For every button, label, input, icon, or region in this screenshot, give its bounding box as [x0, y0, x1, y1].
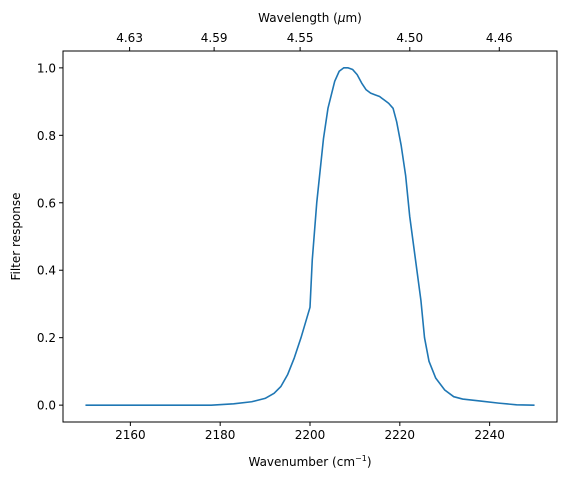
- y-tick-label: 1.0: [37, 61, 56, 75]
- top-tick-label: 4.50: [396, 31, 423, 45]
- axes-frame: [62, 50, 558, 423]
- x-tick-label: 2180: [205, 428, 236, 442]
- y-axis-label: Filter response: [9, 192, 23, 280]
- x-axis-label: Wavenumber (cm−1): [248, 454, 371, 469]
- y-tick-label: 0.0: [37, 399, 56, 413]
- top-tick-label: 4.63: [116, 31, 143, 45]
- x-tick-label: 2160: [115, 428, 146, 442]
- top-tick-label: 4.46: [486, 31, 513, 45]
- x-tick-label: 2200: [295, 428, 326, 442]
- ticks-layer: 2160 2180 2200 2220 2240 0.0 0.2 0.4 0.6 0.8 1.0 4.…: [37, 31, 513, 442]
- x-tick-label: 2220: [385, 428, 416, 442]
- y-tick-label: 0.2: [37, 331, 56, 345]
- top-tick-label: 4.59: [201, 31, 228, 45]
- plot-layer: [85, 67, 535, 406]
- y-tick-label: 0.6: [37, 196, 56, 210]
- top-x-axis-label: Wavelength (μm): [258, 11, 362, 25]
- y-tick-label: 0.4: [37, 264, 56, 278]
- top-tick-label: 4.55: [287, 31, 314, 45]
- x-tick-label: 2240: [474, 428, 505, 442]
- filter-response-line: [85, 67, 535, 406]
- y-tick-label: 0.8: [37, 129, 56, 143]
